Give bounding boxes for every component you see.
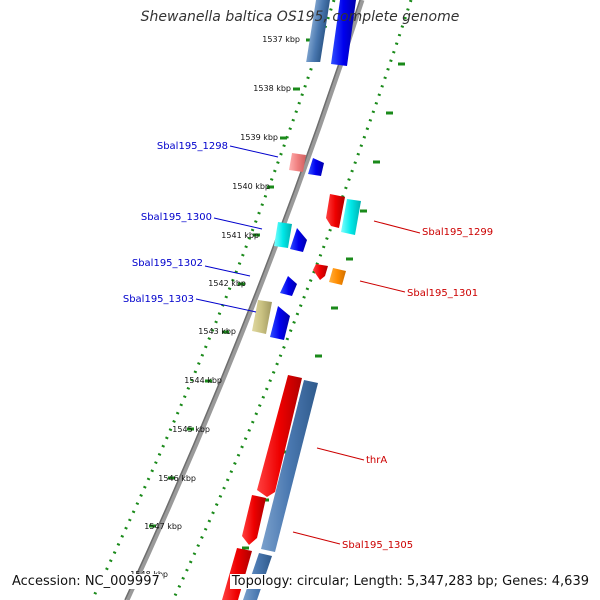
gene-arrow-red-1305 bbox=[242, 495, 266, 545]
gene-block-steelblue bbox=[306, 0, 330, 62]
gene-label[interactable]: Sbal195_1300 bbox=[141, 212, 212, 223]
gene-arrow-blue bbox=[308, 158, 324, 176]
gene-arrow-blue bbox=[331, 0, 356, 66]
gene-label[interactable]: Sbal195_1298 bbox=[157, 141, 228, 152]
tick-label: 1540 kbp bbox=[232, 182, 270, 191]
tick-label: 1546 kbp bbox=[158, 474, 196, 483]
tick-label: 1545 kbp bbox=[172, 425, 210, 434]
gene-block-steelblue-long bbox=[261, 380, 318, 552]
inner-ring-ticks bbox=[149, 38, 313, 528]
tick-label: 1544 kbp bbox=[184, 376, 222, 385]
gene-arrow-blue bbox=[290, 228, 307, 252]
outer-tick-ring bbox=[171, 0, 413, 600]
right-gene-labels: Sbal195_1299 Sbal195_1301 thrA Sbal195_1… bbox=[292, 220, 493, 551]
gene-block-cyan bbox=[341, 199, 361, 235]
gene-arrow-red bbox=[313, 264, 328, 280]
gene-label[interactable]: Sbal195_1299 bbox=[422, 227, 493, 238]
gene-arrow-blue bbox=[280, 276, 297, 296]
genome-backbone bbox=[124, 0, 365, 600]
genome-summary: Topology: circular; Length: 5,347,283 bp… bbox=[229, 574, 591, 589]
gene-block-orange bbox=[329, 268, 346, 285]
gene-block-cyan bbox=[274, 222, 292, 248]
tick-label: 1547 kbp bbox=[144, 522, 182, 531]
gene-arrow-blue bbox=[270, 306, 290, 340]
accession-label: Accession: NC_009997 bbox=[10, 574, 162, 589]
gene-label[interactable]: Sbal195_1303 bbox=[123, 294, 194, 305]
gene-label[interactable]: Sbal195_1302 bbox=[132, 258, 203, 269]
tick-label: 1541 kbp bbox=[221, 231, 259, 240]
left-gene-labels: Sbal195_1298 Sbal195_1300 Sbal195_1302 S… bbox=[123, 141, 279, 313]
tick-label: 1542 kbp bbox=[208, 279, 246, 288]
gene-block-pink bbox=[289, 153, 306, 172]
gene-arrow-red-thrA bbox=[257, 375, 302, 497]
gene-label[interactable]: Sbal195_1301 bbox=[407, 288, 478, 299]
map-title: Shewanella baltica OS195, complete genom… bbox=[140, 9, 460, 25]
tick-label: 1537 kbp bbox=[262, 35, 300, 44]
tick-label: 1539 kbp bbox=[240, 133, 278, 142]
tick-label: 1543 kbp bbox=[198, 327, 236, 336]
gene-arrow-red bbox=[326, 194, 345, 228]
gene-block-khaki bbox=[252, 300, 272, 334]
tick-label: 1538 kbp bbox=[253, 84, 291, 93]
gene-label[interactable]: thrA bbox=[366, 455, 387, 466]
gene-label[interactable]: Sbal195_1305 bbox=[342, 540, 413, 551]
gene-features bbox=[222, 0, 361, 600]
